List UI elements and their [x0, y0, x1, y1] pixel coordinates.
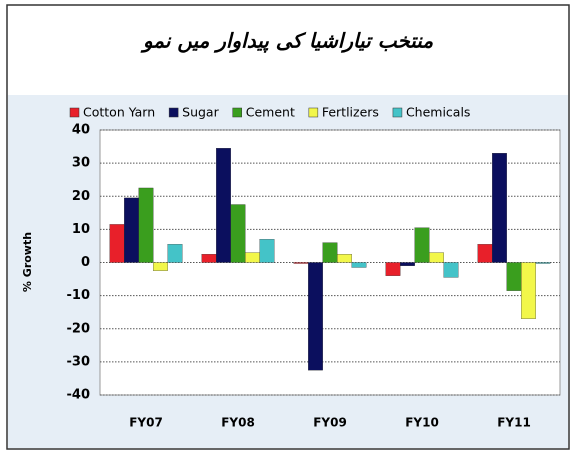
bar [492, 153, 507, 263]
x-tick-label: FY10 [405, 416, 439, 430]
bar [535, 262, 551, 264]
bar [385, 262, 401, 276]
bar [400, 262, 415, 266]
bar [429, 252, 444, 263]
y-tick-label: 40 [72, 123, 90, 138]
bar [216, 148, 231, 263]
bar [506, 262, 522, 291]
bar [230, 204, 246, 263]
y-tick-label: 0 [81, 255, 90, 270]
bar [167, 244, 183, 263]
bar [337, 254, 352, 263]
bar [201, 254, 217, 263]
y-tick-label: -20 [67, 321, 91, 336]
y-tick-label: -40 [67, 388, 91, 403]
bar [245, 252, 260, 263]
bar [308, 262, 323, 371]
legend-swatch [69, 107, 80, 118]
bar [414, 227, 430, 263]
bar [322, 242, 338, 263]
legend-swatch [168, 107, 179, 118]
y-tick-label: 10 [72, 222, 90, 237]
y-tick-label: -10 [67, 288, 91, 303]
bar [351, 262, 367, 268]
bar [124, 197, 139, 263]
legend-label: Cotton Yarn [83, 105, 155, 120]
legend-swatch [232, 107, 242, 118]
legend-label: Cement [246, 105, 295, 120]
legend-swatch [308, 107, 319, 118]
x-tick-label: FY09 [313, 416, 347, 430]
bar [138, 187, 154, 263]
x-tick-label: FY07 [129, 416, 163, 430]
bar [293, 262, 309, 264]
bar [477, 244, 493, 263]
y-tick-label: 20 [72, 189, 90, 204]
legend-label: Sugar [182, 105, 219, 120]
y-tick-label: -30 [67, 354, 91, 369]
legend-label: Chemicals [406, 105, 471, 120]
y-axis-label: % Growth [21, 232, 34, 292]
x-tick-label: FY08 [221, 416, 255, 430]
bar [109, 224, 125, 263]
bar [259, 239, 275, 263]
bar [153, 262, 168, 271]
bar [443, 262, 459, 278]
legend-label: Fertlizers [322, 105, 379, 120]
legend-swatch [392, 107, 403, 118]
y-tick-label: 30 [72, 156, 90, 171]
chart-title: منتخب تیاراشیا کی پیداوار میں نمو [140, 29, 433, 54]
bar [521, 262, 536, 319]
x-tick-label: FY11 [497, 416, 531, 430]
